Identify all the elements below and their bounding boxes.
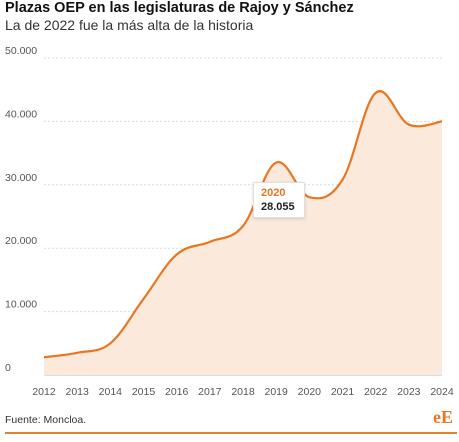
y-tick-label: 30.000 (5, 172, 37, 184)
line-layer (43, 90, 443, 359)
tooltip-value: 28.055 (261, 201, 295, 213)
tooltip: 2020 28.055 (253, 182, 305, 218)
series-line (43, 90, 443, 359)
y-tick-label: 20.000 (5, 235, 37, 247)
x-tick-label: 2012 (32, 386, 56, 398)
y-tick-label: 10.000 (5, 299, 37, 311)
y-axis-labels: 0 10.000 20.000 30.000 40.000 50.000 (5, 45, 37, 374)
x-axis-labels: 2012 2013 2014 2015 2016 2017 2018 2019 2020 2021… (32, 386, 454, 398)
tooltip-year: 2020 (261, 187, 286, 199)
x-tick-label: 2021 (331, 386, 355, 398)
x-tick-label: 2015 (132, 386, 156, 398)
x-tick-label: 2020 (298, 386, 322, 398)
x-tick-label: 2024 (430, 386, 454, 398)
brand-logo: eE (433, 407, 453, 427)
chart-title: Plazas OEP en las legislaturas de Rajoy … (5, 0, 354, 16)
x-tick-label: 2013 (65, 386, 89, 398)
x-tick-label: 2023 (397, 386, 421, 398)
x-tick-label: 2022 (364, 386, 388, 398)
y-tick-label: 0 (5, 362, 11, 374)
x-tick-label: 2019 (264, 386, 288, 398)
x-tick-label: 2018 (231, 386, 255, 398)
y-tick-label: 50.000 (5, 45, 37, 57)
footer-divider (5, 432, 457, 434)
y-tick-label: 40.000 (5, 108, 37, 120)
source-note: Fuente: Moncloa. (5, 414, 87, 426)
x-tick-label: 2016 (165, 386, 189, 398)
area-layer (44, 91, 442, 375)
x-tick-label: 2017 (198, 386, 222, 398)
series-area (44, 91, 442, 375)
x-tick-label: 2014 (99, 386, 123, 398)
chart-subtitle: La de 2022 fue la más alta de la histori… (5, 17, 254, 33)
